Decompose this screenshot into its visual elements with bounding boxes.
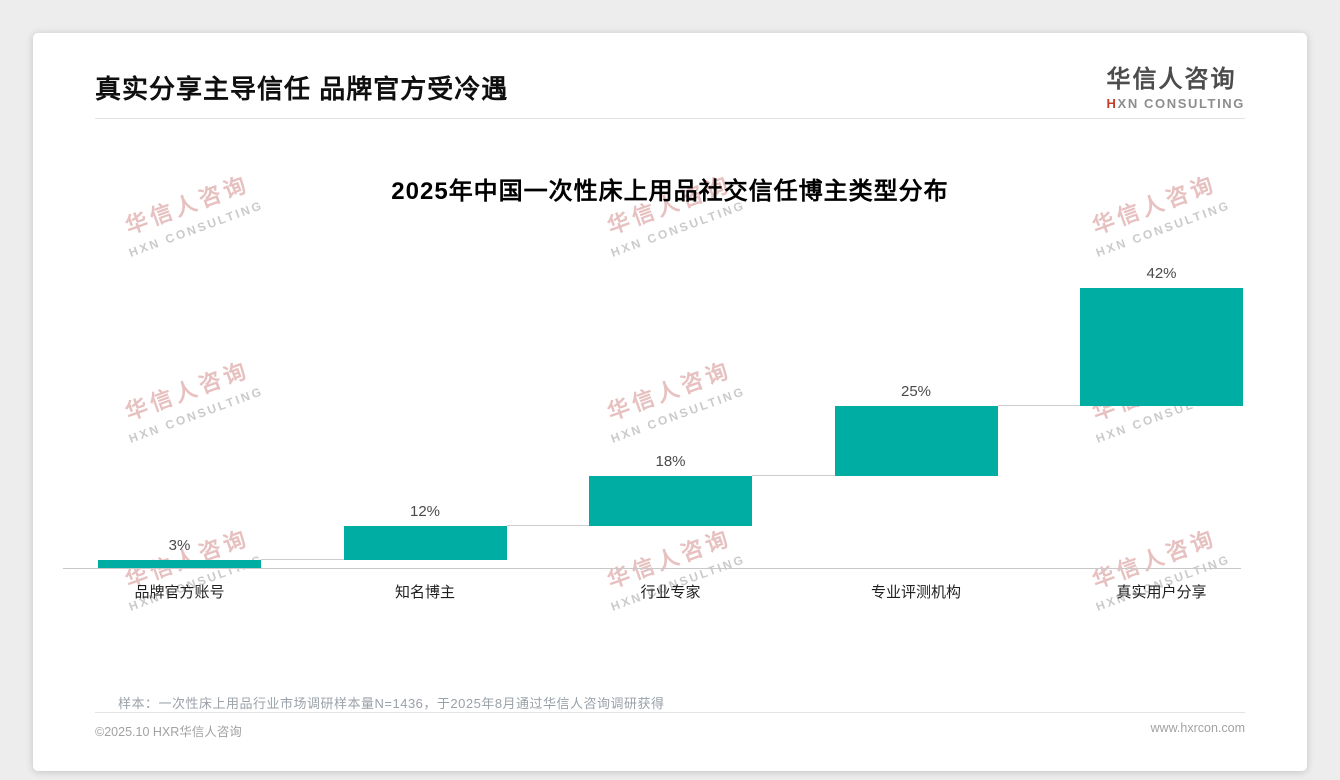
chart-bar (1080, 288, 1243, 406)
step-connector-line (506, 525, 589, 526)
chart-bar (98, 559, 261, 568)
x-axis-label: 行业专家 (640, 584, 701, 601)
bar-value-label: 3% (168, 536, 191, 554)
plot-area: 3% 品牌官方账号 12% 知名博主 18% 行业专家 25% 专业评测机构 42% 真实用户分享 (63, 265, 1243, 601)
copyright-text: ©2025.10 HXR华信人咨询 (95, 725, 242, 739)
page-title: 真实分享主导信任 品牌官方受冷遇 (95, 74, 509, 104)
x-axis-label: 专业评测机构 (870, 584, 961, 601)
website-text: www.hxrcon.com (1150, 721, 1245, 735)
bar-value-label: 12% (409, 503, 441, 520)
bar-value-label: 25% (900, 382, 932, 400)
watermark-en-text: HXN CONSULTING (608, 198, 748, 260)
x-axis-label: 知名博主 (394, 584, 455, 601)
x-axis-label: 品牌官方账号 (134, 584, 225, 601)
slide-card: 华信人咨询 HXN CONSULTING 华信人咨询 HXN CONSULTING 华信… (33, 33, 1307, 771)
chart-bar (834, 405, 998, 476)
footer-divider (95, 712, 1245, 713)
logo-en-text: HXN CONSULTING (1107, 97, 1245, 110)
sample-footnote: 样本：一次性床上用品行业市场调研样本量N=1436，于2025年8月通过华信人咨… (118, 696, 665, 711)
logo-accent-letter: H (1106, 96, 1118, 111)
step-connector-line (752, 474, 835, 476)
chart-bar (343, 526, 507, 560)
footer: ©2025.10 HXR华信人咨询 www.hxrcon.com (95, 721, 1245, 740)
chart-title: 2025年中国一次性床上用品社交信任博主类型分布 (391, 178, 949, 205)
watermark-en-text: HXN CONSULTING (1093, 198, 1233, 260)
logo-cn-text: 华信人咨询 (1106, 66, 1237, 93)
watermark-en-text: HXN CONSULTING (126, 198, 266, 260)
bar-value-label: 18% (655, 452, 686, 470)
x-axis-label: 真实用户分享 (1116, 584, 1207, 601)
header: 真实分享主导信任 品牌官方受冷遇 华信人咨询 HXN CONSULTING (95, 33, 1245, 119)
company-logo: 华信人咨询 HXN CONSULTING (1107, 68, 1245, 118)
chart-bar (589, 475, 752, 526)
step-connector-line (261, 558, 344, 560)
x-axis-line (63, 568, 1241, 569)
bar-value-label: 42% (1146, 265, 1177, 282)
logo-en-rest: XN CONSULTING (1117, 96, 1245, 111)
step-connector-line (997, 404, 1080, 406)
